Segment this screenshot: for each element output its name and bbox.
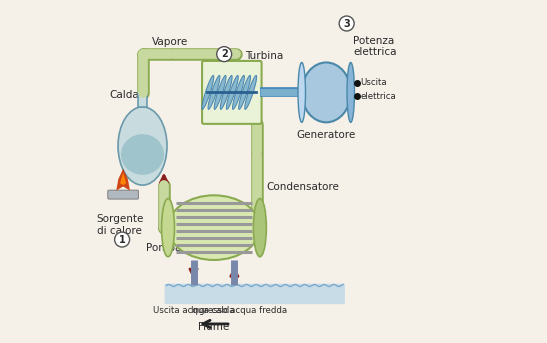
Text: Pompa: Pompa xyxy=(146,243,182,253)
Text: Vapore: Vapore xyxy=(152,37,188,47)
Ellipse shape xyxy=(121,134,164,175)
Text: Fiume: Fiume xyxy=(199,322,230,332)
Ellipse shape xyxy=(220,75,232,109)
FancyBboxPatch shape xyxy=(165,284,345,304)
Text: Generatore: Generatore xyxy=(296,130,356,140)
Circle shape xyxy=(115,232,130,247)
Polygon shape xyxy=(120,173,126,185)
Ellipse shape xyxy=(214,75,226,109)
Circle shape xyxy=(217,47,231,62)
Ellipse shape xyxy=(226,75,238,109)
Ellipse shape xyxy=(161,199,174,257)
Circle shape xyxy=(339,16,354,31)
Text: Potenza
elettrica: Potenza elettrica xyxy=(353,36,397,57)
Ellipse shape xyxy=(208,75,220,109)
Bar xyxy=(138,93,147,107)
Text: 2: 2 xyxy=(221,49,228,59)
Text: 1: 1 xyxy=(119,235,125,245)
Ellipse shape xyxy=(298,62,305,122)
Text: Uscita acqua calda: Uscita acqua calda xyxy=(153,306,234,315)
FancyBboxPatch shape xyxy=(202,61,261,124)
FancyBboxPatch shape xyxy=(108,190,138,199)
Text: Uscita: Uscita xyxy=(360,78,387,87)
Ellipse shape xyxy=(253,199,266,257)
Ellipse shape xyxy=(302,62,351,122)
Text: Caldaia: Caldaia xyxy=(109,90,148,100)
Text: Sorgente
di calore: Sorgente di calore xyxy=(96,214,143,236)
Ellipse shape xyxy=(202,75,214,109)
Ellipse shape xyxy=(238,75,251,109)
Ellipse shape xyxy=(168,195,260,260)
Text: Ingresso acqua fredda: Ingresso acqua fredda xyxy=(191,306,288,315)
Text: 3: 3 xyxy=(344,19,350,28)
Ellipse shape xyxy=(118,107,167,185)
Polygon shape xyxy=(117,169,130,191)
Ellipse shape xyxy=(245,75,257,109)
Text: Condensatore: Condensatore xyxy=(267,182,340,192)
Text: Turbina: Turbina xyxy=(245,51,283,61)
Text: elettrica: elettrica xyxy=(360,92,396,101)
Ellipse shape xyxy=(232,75,245,109)
Ellipse shape xyxy=(347,62,354,122)
